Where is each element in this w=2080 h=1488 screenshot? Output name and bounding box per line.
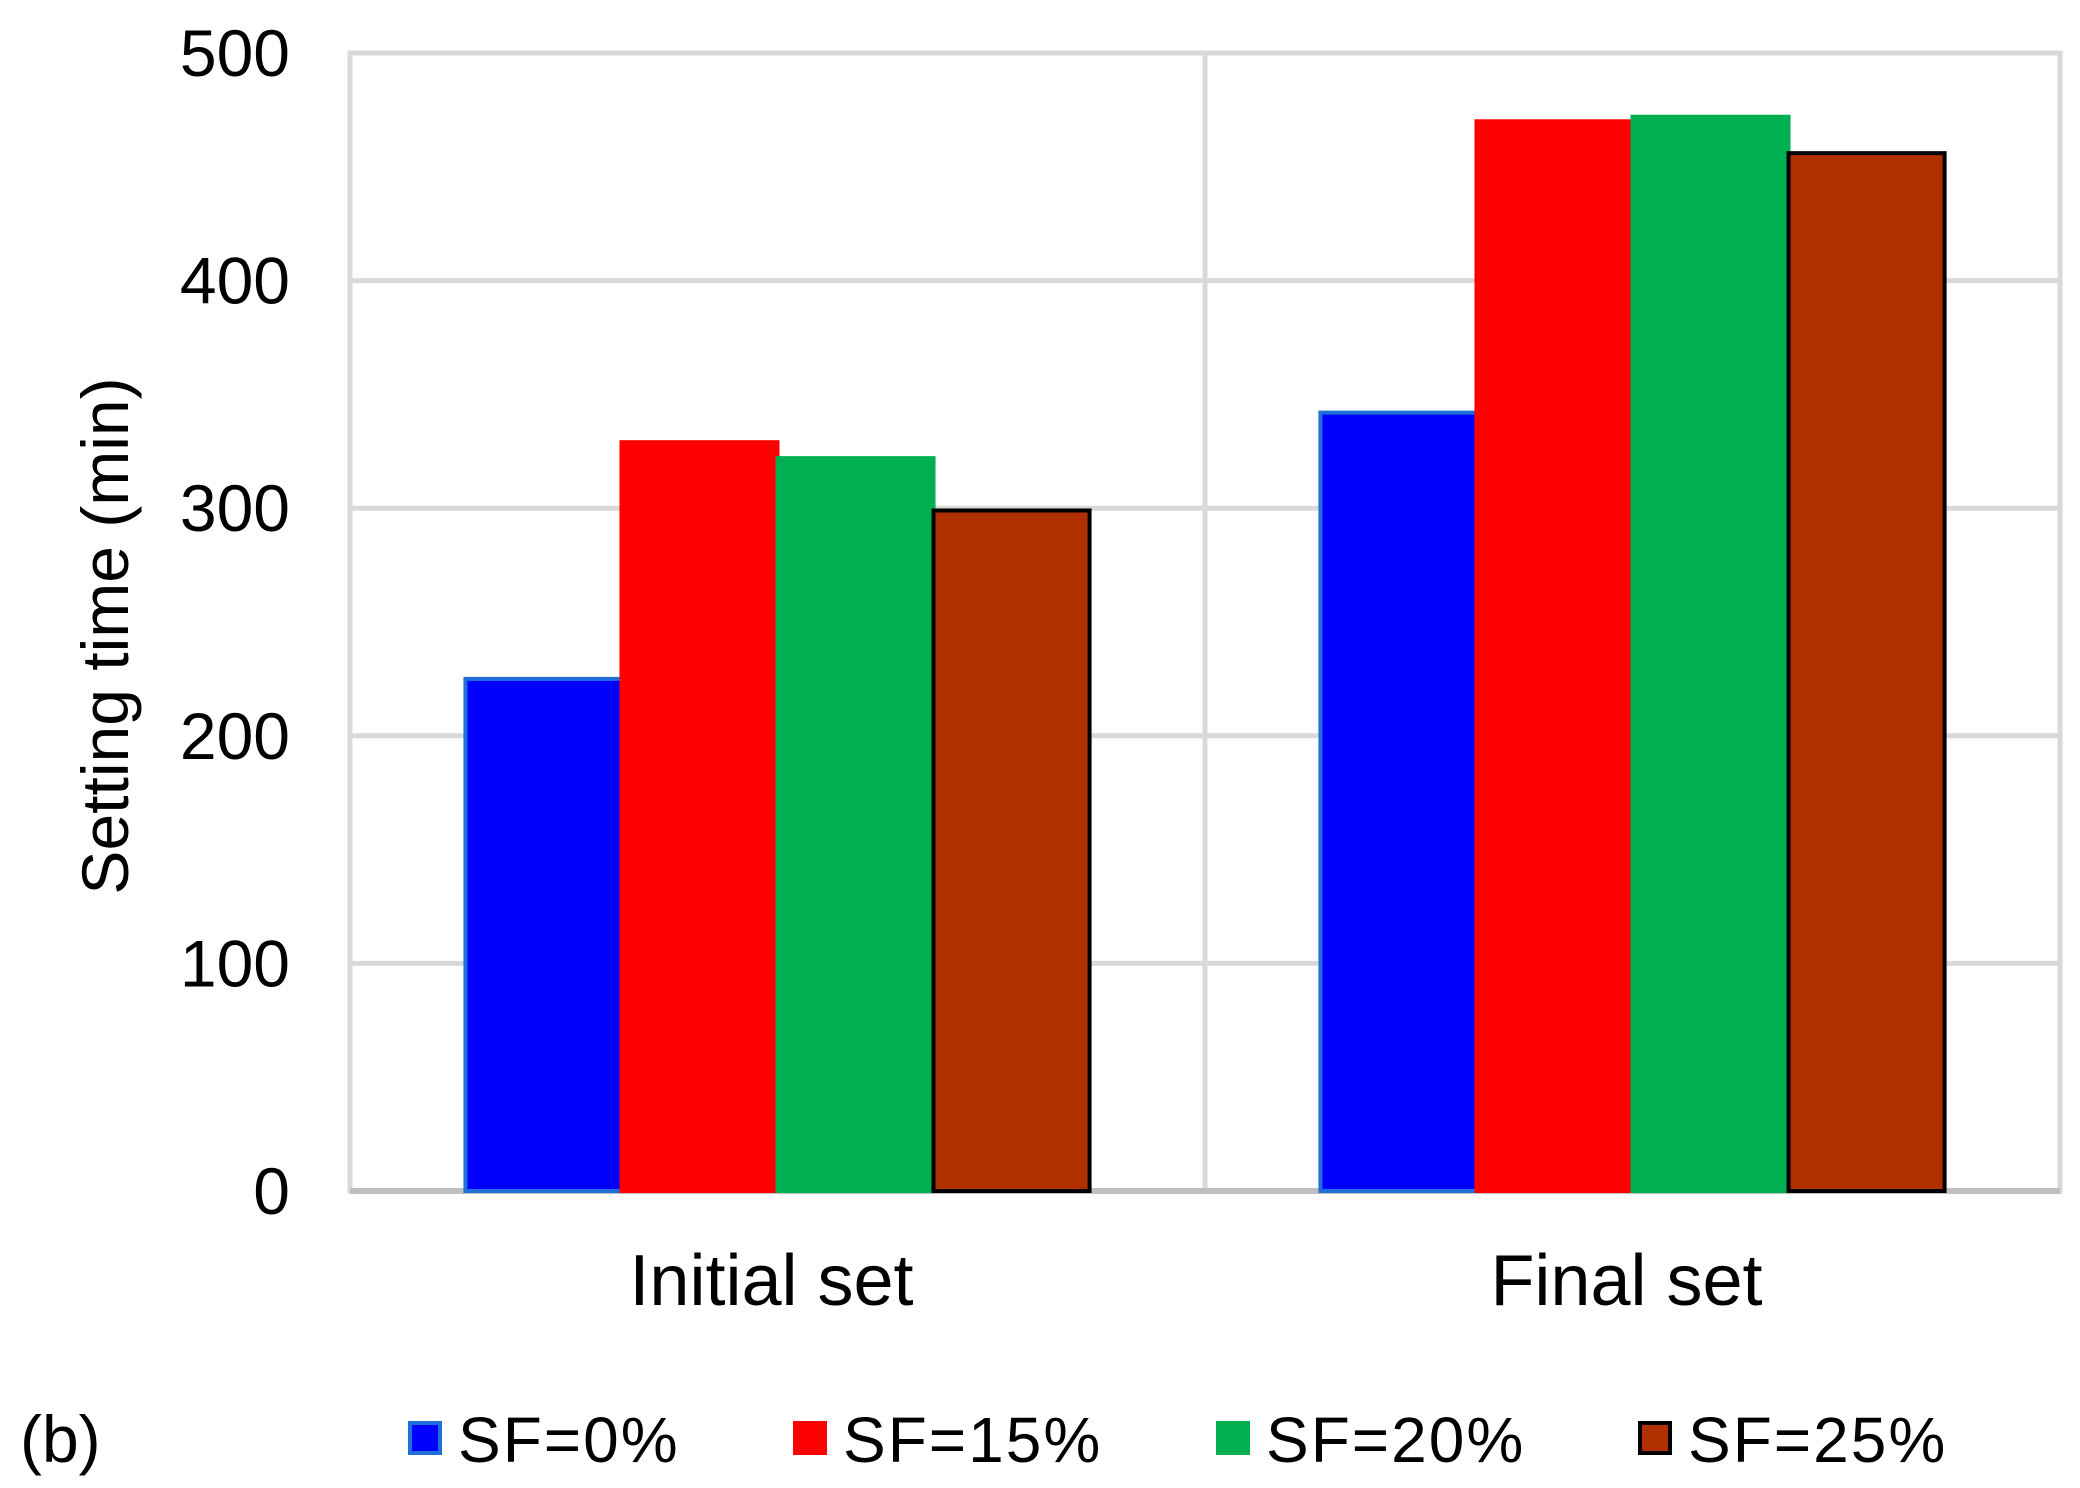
legend-swatch [408, 1421, 442, 1455]
legend-swatch [1638, 1421, 1672, 1455]
y-tick-label: 0 [253, 1154, 290, 1228]
legend-swatch [1216, 1421, 1250, 1455]
panel-label: (b) [20, 1402, 101, 1476]
y-tick-label: 500 [180, 16, 290, 90]
category-label: Final set [1490, 1241, 1762, 1321]
y-axis-title: Setting time (min) [68, 377, 142, 894]
y-tick-label: 300 [180, 471, 290, 545]
bar-sf20-1 [1630, 114, 1791, 1193]
bar-sf15-1 [1474, 119, 1635, 1193]
bar-sf25-0 [931, 508, 1092, 1193]
category-label: Initial set [629, 1241, 913, 1321]
bar-sf0-0 [463, 676, 624, 1193]
bar-sf20-0 [775, 456, 936, 1193]
legend-label: SF=0% [458, 1404, 680, 1476]
legend: SF=0% SF=15% SF=20% SF=25% [408, 1404, 1947, 1476]
legend-label: SF=25% [1688, 1404, 1947, 1476]
bars [463, 114, 1947, 1194]
bar-sf25-1 [1786, 151, 1947, 1193]
legend-label: SF=15% [843, 1404, 1102, 1476]
y-tick-labels: 0 100 200 300 400 500 [180, 16, 290, 1228]
legend-swatch [793, 1421, 827, 1455]
bar-sf15-0 [619, 440, 780, 1194]
y-tick-label: 200 [180, 699, 290, 773]
legend-label: SF=20% [1266, 1404, 1525, 1476]
y-tick-label: 400 [180, 244, 290, 318]
category-labels: Initial set Final set [629, 1241, 1762, 1321]
y-tick-label: 100 [180, 926, 290, 1000]
bar-sf0-1 [1318, 410, 1479, 1194]
